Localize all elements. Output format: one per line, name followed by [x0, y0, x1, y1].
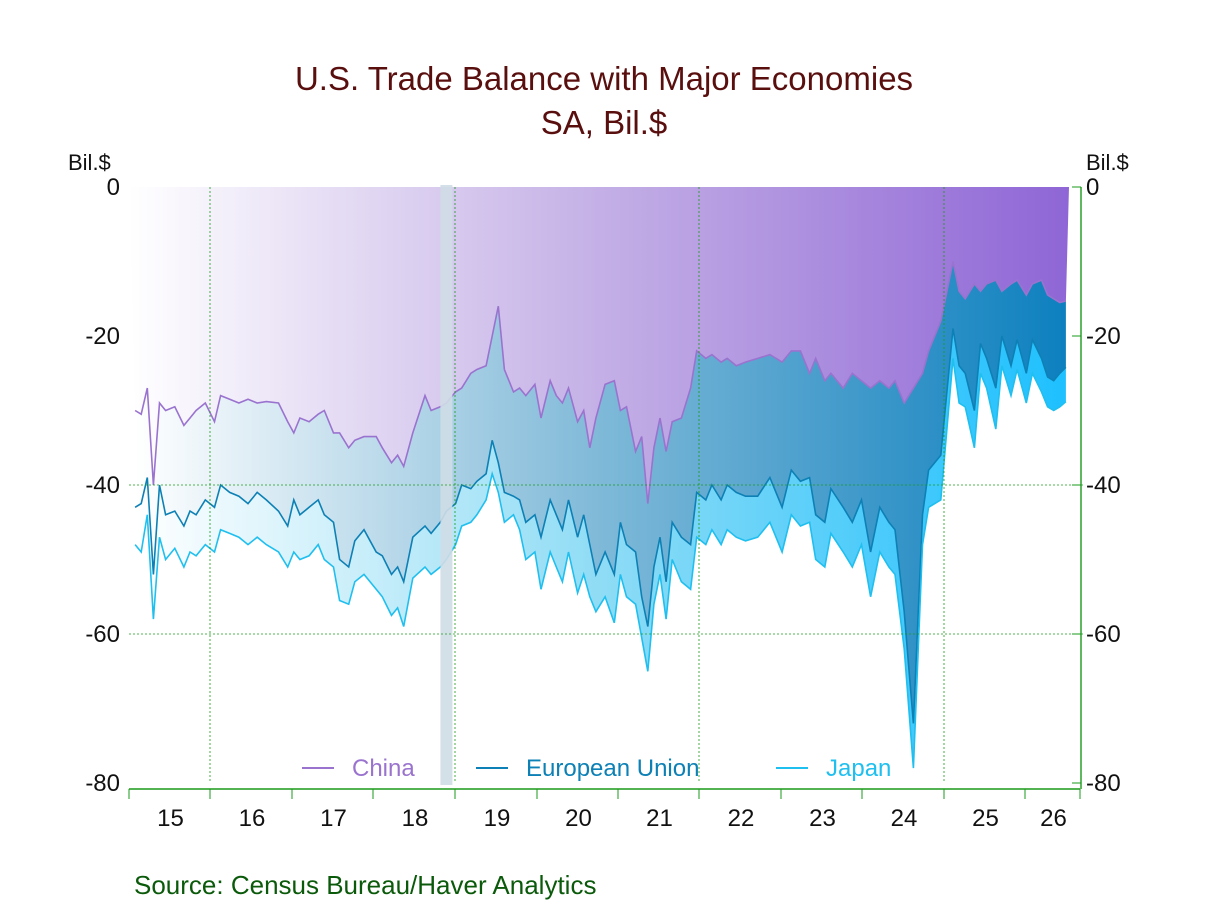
- y-tick-label-left: -20: [85, 323, 120, 350]
- area-china: [129, 187, 1069, 504]
- series-lines: [134, 261, 1067, 769]
- y-tick-labels: 0 0 -20 -20 -40 -40 -60 -60 -80 -80: [85, 174, 1120, 797]
- y-tick-label-right: -60: [1086, 621, 1121, 648]
- x-tick-label: 15: [157, 805, 184, 832]
- legend-label-china: China: [352, 755, 415, 782]
- gridlines: [129, 187, 1083, 783]
- right-axis-unit: Bil.$: [1086, 150, 1129, 175]
- x-tick-label: 18: [402, 805, 429, 832]
- y-tick-label-right: -80: [1086, 770, 1121, 797]
- y-tick-label-left: 0: [107, 174, 120, 201]
- chart-title: U.S. Trade Balance with Major Economies: [295, 60, 913, 97]
- line-china: [134, 261, 1067, 504]
- x-tick-label: 21: [646, 805, 673, 832]
- x-tick-label: 25: [972, 805, 999, 832]
- x-tick-label: 26: [1040, 805, 1067, 832]
- x-tick-label: 19: [484, 805, 511, 832]
- y-tick-label-right: 0: [1086, 174, 1099, 201]
- axes: [128, 186, 1082, 799]
- chart-subtitle: SA, Bil.$: [541, 104, 668, 141]
- legend: China European Union Japan: [302, 755, 891, 782]
- y-tick-label-left: -40: [85, 472, 120, 499]
- source-note: Source: Census Bureau/Haver Analytics: [134, 870, 596, 900]
- x-tick-label: 24: [891, 805, 918, 832]
- area-japan: [135, 328, 1066, 769]
- y-tick-label-left: -80: [85, 770, 120, 797]
- x-tick-label: 20: [565, 805, 592, 832]
- x-tick-labels: 15 16 17 18 19 20 21 22 23 24 25 26: [157, 805, 1067, 832]
- x-tick-label: 16: [239, 805, 266, 832]
- legend-label-japan: Japan: [826, 755, 891, 782]
- y-tick-label-right: -40: [1086, 472, 1121, 499]
- x-tick-label: 22: [728, 805, 755, 832]
- x-tick-label: 17: [320, 805, 347, 832]
- x-tick-label: 23: [809, 805, 836, 832]
- line-european-union: [134, 328, 1067, 724]
- y-tick-label-right: -20: [1086, 323, 1121, 350]
- legend-label-european-union: European Union: [526, 755, 699, 782]
- line-japan: [134, 358, 1067, 769]
- y-tick-label-left: -60: [85, 621, 120, 648]
- left-axis-unit: Bil.$: [68, 150, 111, 175]
